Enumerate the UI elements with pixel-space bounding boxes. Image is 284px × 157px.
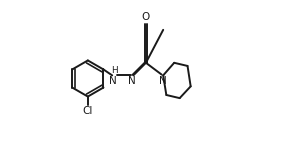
Text: N: N: [159, 76, 167, 86]
Text: O: O: [142, 12, 150, 22]
Text: H: H: [111, 66, 118, 75]
Text: N: N: [128, 76, 136, 86]
Text: Cl: Cl: [83, 106, 93, 116]
Text: N: N: [109, 76, 117, 86]
